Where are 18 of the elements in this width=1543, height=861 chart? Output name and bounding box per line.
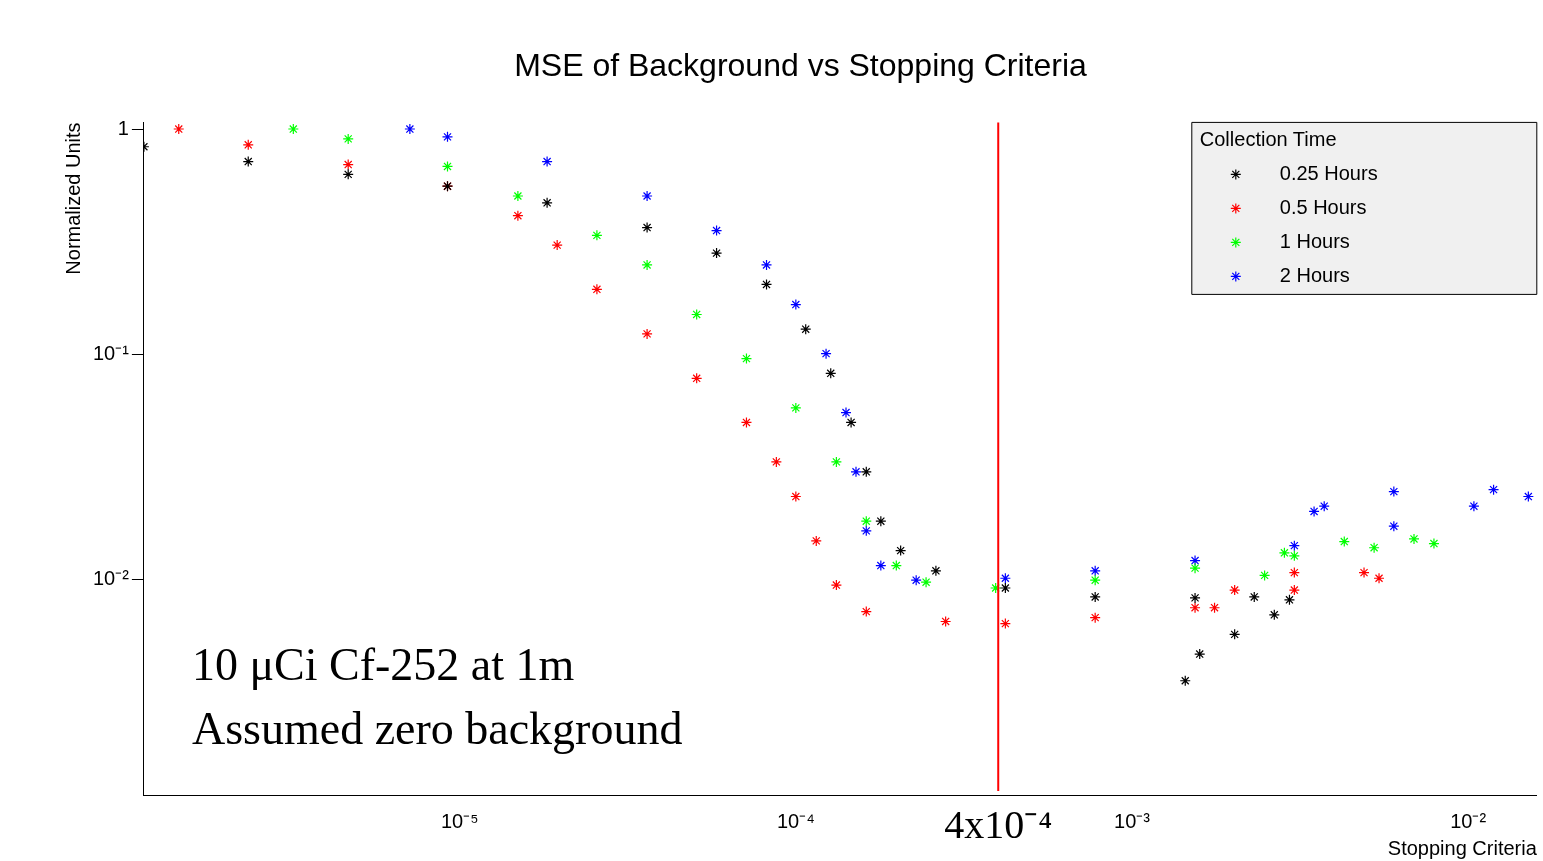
legend-title: Collection Time [1199, 127, 1337, 150]
x-axis-title: Stopping Criteria [1387, 836, 1538, 859]
legend-label: 1 Hours [1279, 229, 1350, 252]
y-tick-label: 10⁻² [93, 566, 130, 589]
legend-label: 0.5 Hours [1279, 195, 1367, 218]
y-tick-label: 1 [117, 116, 129, 139]
ref-line-label: 4x10⁻⁴ [944, 801, 1053, 847]
x-tick-label: 10⁻³ [1114, 809, 1151, 832]
chart-title: MSE of Background vs Stopping Criteria [514, 47, 1088, 84]
y-tick-label: 10⁻¹ [93, 341, 130, 364]
legend-label: 0.25 Hours [1279, 161, 1378, 184]
y-axis-title: Normalized Units [61, 122, 84, 275]
annotation: Assumed zero background [191, 703, 683, 754]
x-tick-label: 10⁻⁴ [776, 809, 815, 832]
annotation: 10 μCi Cf-252 at 1m [191, 639, 575, 690]
x-tick-label: 10⁻² [1450, 809, 1487, 832]
x-tick-label: 10⁻⁵ [440, 809, 479, 832]
legend-label: 2 Hours [1279, 263, 1350, 286]
